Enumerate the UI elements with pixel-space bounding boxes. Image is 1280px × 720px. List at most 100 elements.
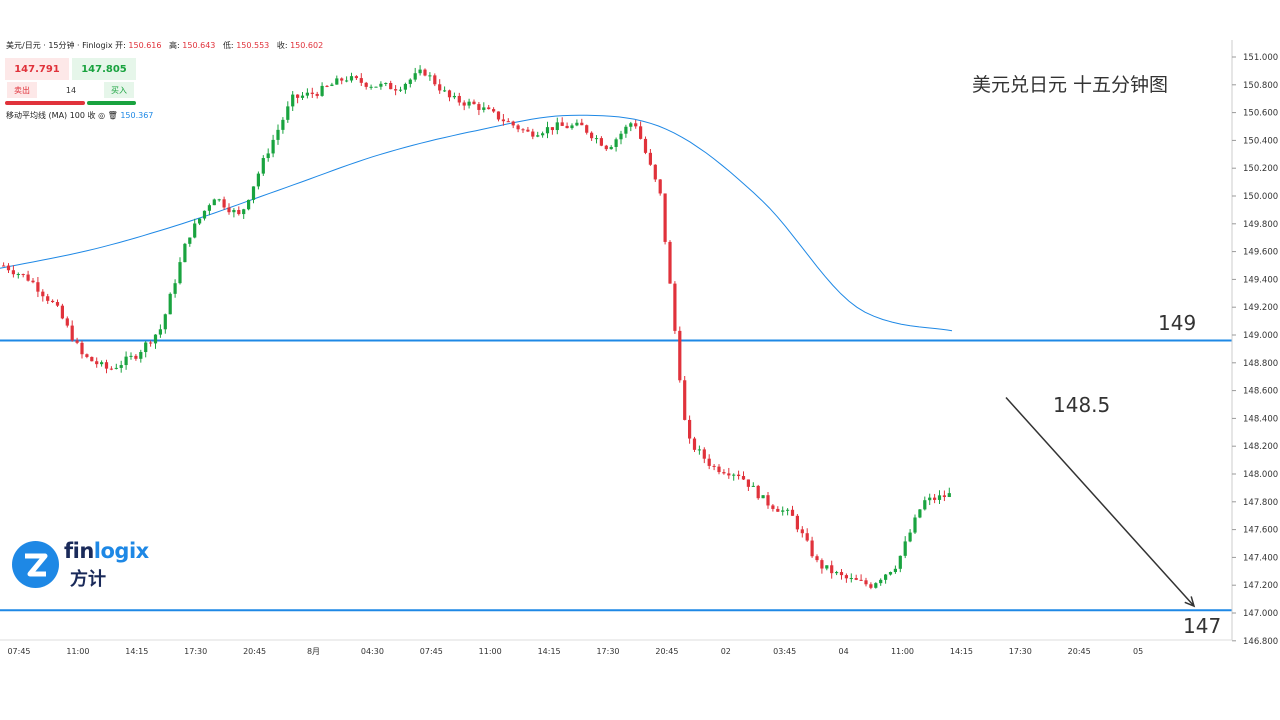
candle[interactable]: [722, 472, 726, 474]
candle[interactable]: [663, 193, 667, 242]
candle[interactable]: [296, 94, 300, 98]
candle[interactable]: [570, 125, 574, 129]
candle[interactable]: [482, 107, 486, 110]
candle[interactable]: [149, 342, 153, 344]
candle[interactable]: [511, 121, 515, 126]
candle[interactable]: [790, 509, 795, 516]
candle[interactable]: [247, 199, 251, 210]
delete-icon[interactable]: 🗑: [107, 111, 118, 120]
candle[interactable]: [879, 579, 883, 584]
candle[interactable]: [717, 466, 721, 473]
candle[interactable]: [75, 340, 79, 343]
candle[interactable]: [898, 555, 902, 569]
candle[interactable]: [673, 283, 677, 331]
candle[interactable]: [158, 329, 162, 335]
candle[interactable]: [619, 133, 623, 140]
eye-icon[interactable]: ◎: [98, 111, 106, 120]
candle[interactable]: [310, 92, 314, 94]
candle[interactable]: [129, 355, 133, 357]
candle[interactable]: [31, 280, 35, 283]
candle[interactable]: [119, 365, 123, 368]
candle[interactable]: [433, 75, 437, 85]
candle[interactable]: [585, 125, 589, 133]
candle[interactable]: [144, 342, 148, 353]
candle[interactable]: [163, 314, 167, 330]
candle[interactable]: [330, 84, 334, 86]
candle[interactable]: [168, 293, 172, 315]
candle[interactable]: [849, 578, 853, 580]
candle[interactable]: [531, 131, 535, 137]
candle[interactable]: [668, 241, 672, 284]
candle[interactable]: [609, 146, 613, 150]
candle[interactable]: [477, 104, 481, 110]
candle[interactable]: [389, 82, 393, 90]
candle[interactable]: [526, 129, 530, 132]
candle[interactable]: [443, 90, 447, 92]
candle[interactable]: [232, 209, 236, 213]
candle[interactable]: [928, 497, 932, 501]
candle[interactable]: [2, 265, 6, 267]
candle[interactable]: [653, 164, 657, 180]
candle[interactable]: [776, 508, 780, 512]
candle[interactable]: [555, 122, 559, 131]
candle[interactable]: [11, 270, 15, 275]
candle[interactable]: [374, 86, 378, 88]
candle[interactable]: [21, 274, 25, 276]
candle[interactable]: [315, 93, 319, 96]
candle[interactable]: [153, 334, 158, 344]
candle[interactable]: [104, 362, 109, 369]
candle[interactable]: [492, 109, 496, 112]
candle[interactable]: [134, 355, 138, 359]
candle[interactable]: [854, 578, 858, 580]
candle[interactable]: [41, 291, 45, 297]
candle[interactable]: [428, 75, 432, 77]
candle[interactable]: [590, 132, 594, 139]
candle[interactable]: [364, 82, 368, 87]
candle[interactable]: [305, 92, 309, 96]
candle[interactable]: [781, 510, 785, 512]
candle[interactable]: [487, 107, 491, 110]
candle[interactable]: [300, 95, 305, 98]
candle[interactable]: [65, 318, 69, 326]
candle[interactable]: [349, 76, 354, 81]
candle[interactable]: [737, 474, 741, 477]
candle[interactable]: [648, 152, 652, 165]
candle[interactable]: [359, 78, 363, 83]
candle[interactable]: [183, 243, 187, 263]
candle[interactable]: [266, 153, 270, 159]
candle[interactable]: [884, 574, 888, 580]
candle[interactable]: [751, 485, 755, 487]
candle[interactable]: [242, 209, 246, 215]
candle[interactable]: [320, 85, 324, 96]
candle[interactable]: [908, 532, 912, 542]
buy-price-button[interactable]: 147.805: [72, 58, 136, 80]
candle[interactable]: [761, 495, 765, 499]
candle[interactable]: [712, 465, 716, 467]
candle[interactable]: [418, 69, 422, 74]
candle[interactable]: [795, 515, 799, 530]
candle[interactable]: [251, 186, 256, 200]
candle[interactable]: [100, 362, 104, 365]
candle[interactable]: [438, 84, 442, 91]
candle[interactable]: [423, 69, 427, 76]
candle[interactable]: [560, 122, 564, 126]
candle[interactable]: [217, 199, 221, 201]
candle[interactable]: [501, 119, 505, 122]
candle[interactable]: [261, 158, 265, 174]
candle[interactable]: [413, 73, 417, 80]
candle[interactable]: [800, 529, 804, 534]
candle[interactable]: [658, 179, 662, 194]
candle[interactable]: [893, 568, 897, 573]
candle[interactable]: [869, 584, 873, 588]
candle[interactable]: [60, 305, 64, 319]
candle[interactable]: [291, 94, 295, 107]
candle[interactable]: [815, 556, 819, 561]
candle[interactable]: [859, 579, 863, 581]
candle[interactable]: [707, 458, 711, 466]
candle[interactable]: [212, 199, 216, 206]
candle[interactable]: [80, 342, 84, 355]
candle[interactable]: [340, 78, 344, 81]
candle[interactable]: [222, 199, 226, 208]
candle[interactable]: [55, 302, 60, 306]
candle[interactable]: [697, 449, 701, 451]
